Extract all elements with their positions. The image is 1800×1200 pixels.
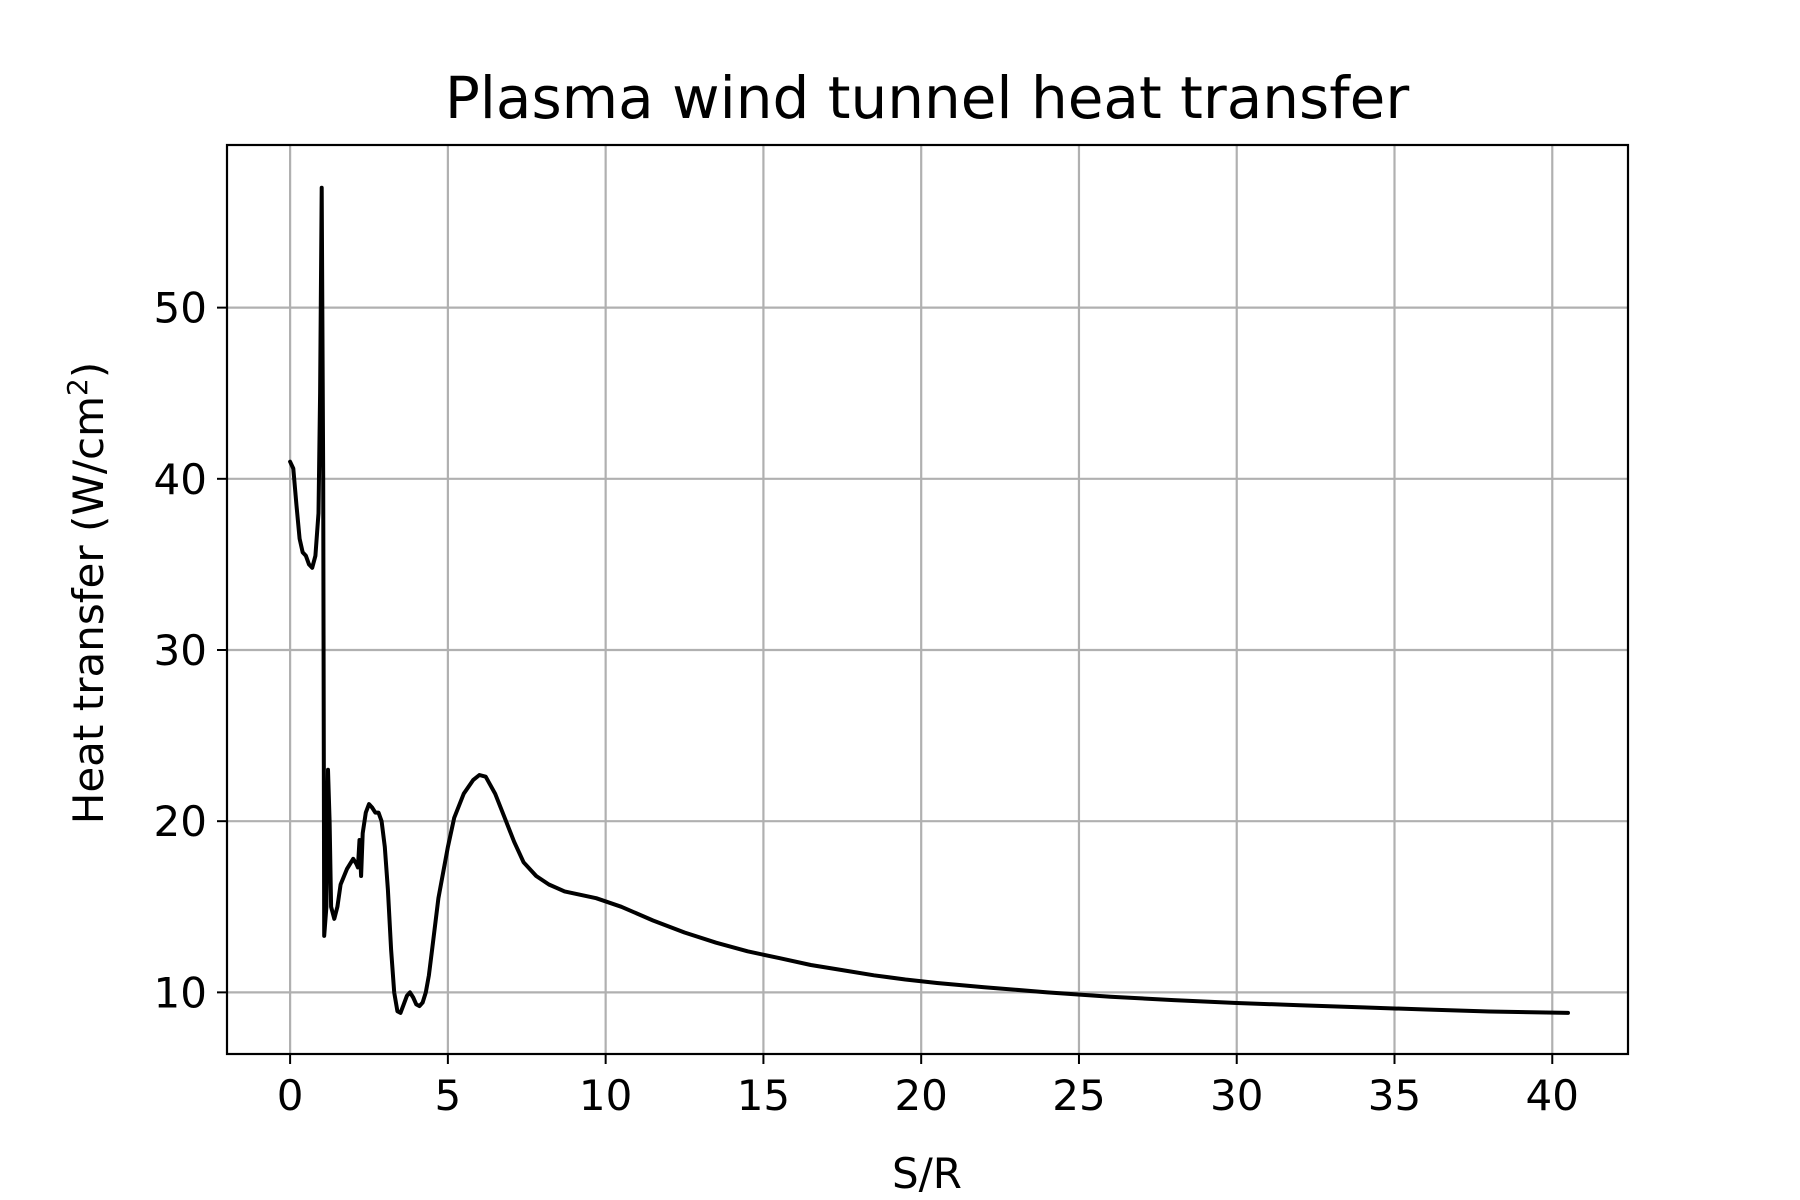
- x-tick-label: 20: [894, 1071, 947, 1120]
- y-axis-label-prefix: Heat transfer (W/cm: [64, 396, 113, 824]
- x-tick-label: 0: [277, 1071, 304, 1120]
- tick-layer: 0 5 10 15 20 25 30 35 40 10 20 30 40 50: [154, 284, 1579, 1120]
- grid-layer: [227, 145, 1628, 1054]
- x-tick-label: 40: [1526, 1071, 1579, 1120]
- chart-title: Plasma wind tunnel heat transfer: [445, 64, 1410, 132]
- series-layer: [288, 185, 1570, 1015]
- x-tick-label: 25: [1052, 1071, 1105, 1120]
- x-axis-label: S/R: [892, 1149, 962, 1198]
- x-tick-label: 35: [1368, 1071, 1421, 1120]
- y-axis-label: Heat transfer (W/cm2): [61, 362, 113, 824]
- plot-frame: [225, 143, 1630, 1056]
- y-axis-label-superscript: 2: [61, 378, 94, 396]
- y-tick-label: 10: [154, 968, 207, 1017]
- y-tick-label: 20: [154, 797, 207, 846]
- y-axis-label-suffix: ): [64, 362, 113, 378]
- x-tick-label: 15: [737, 1071, 790, 1120]
- series-line: [288, 185, 1570, 1015]
- x-tick-label: 10: [579, 1071, 632, 1120]
- x-tick-label: 30: [1210, 1071, 1263, 1120]
- y-tick-label: 50: [154, 284, 207, 333]
- x-tick-label: 5: [435, 1071, 462, 1120]
- y-tick-label: 30: [154, 626, 207, 675]
- y-tick-label: 40: [154, 455, 207, 504]
